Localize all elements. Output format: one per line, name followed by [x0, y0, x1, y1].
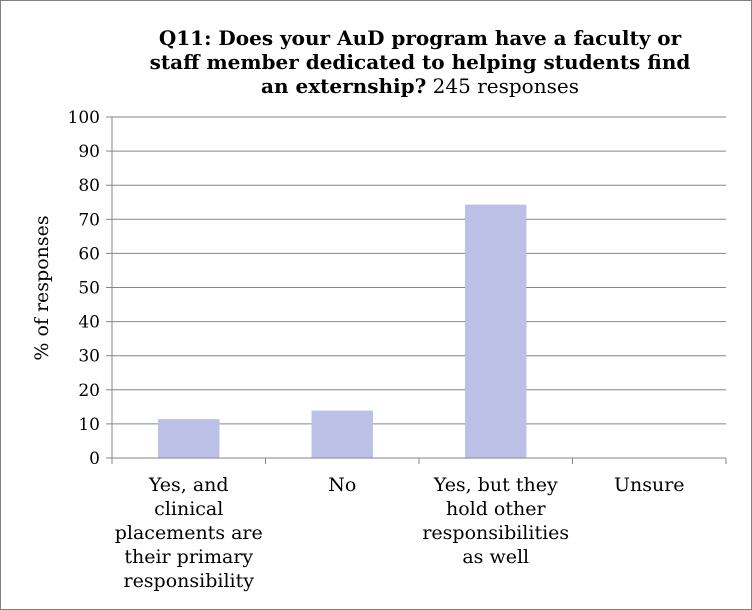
axes: [106, 116, 727, 464]
x-category-label-line: clinical: [154, 498, 223, 520]
y-tick-label-0: 0: [89, 449, 100, 469]
x-category-label-4: Unsure: [614, 474, 685, 496]
y-tick-label-70: 70: [78, 210, 100, 230]
chart-title-text: Q11: Does your AuD program have a facult…: [149, 26, 691, 98]
x-category-label-line: as well: [462, 546, 529, 568]
bars: [158, 204, 527, 458]
x-category-label-line: Yes, but they: [433, 474, 558, 496]
x-category-label-3: Yes, but they hold other responsibilities a…: [422, 474, 569, 568]
x-category-label-2: No: [328, 474, 356, 496]
gridlines: [112, 116, 726, 425]
chart-subtitle: 245 responses: [432, 74, 579, 98]
x-category-label-line: responsibility: [123, 570, 254, 592]
y-tick-label-10: 10: [78, 415, 100, 435]
bar-2: [311, 410, 373, 458]
x-category-label-line: No: [328, 474, 356, 496]
x-category-label-line: placements are: [115, 522, 263, 544]
x-category-label-line: Yes, and: [148, 474, 229, 496]
x-category-label-line: responsibilities: [422, 522, 569, 544]
bar-1: [158, 419, 220, 458]
chart-title: Q11: Does your AuD program have a facult…: [140, 26, 700, 98]
y-axis-label: % of responses: [31, 215, 53, 360]
y-tick-label-40: 40: [78, 313, 100, 333]
x-category-labels: Yes, and clinical placements are their prim…: [115, 474, 685, 592]
y-tick-labels: 0 10 20 30 40 50 60 70 80 90 100: [68, 108, 100, 469]
y-tick-label-50: 50: [78, 279, 100, 299]
y-tick-label-100: 100: [68, 108, 100, 128]
x-category-label-line: Unsure: [614, 474, 685, 496]
y-tick-label-30: 30: [78, 347, 100, 367]
x-category-label-line: hold other: [446, 498, 547, 520]
y-tick-label-80: 80: [78, 176, 100, 196]
x-category-label-line: their primary: [124, 546, 253, 568]
y-tick-label-90: 90: [78, 142, 100, 162]
bar-3: [465, 204, 527, 458]
y-tick-label-20: 20: [78, 381, 100, 401]
x-category-label-1: Yes, and clinical placements are their prim…: [115, 474, 263, 592]
y-tick-label-60: 60: [78, 244, 100, 264]
